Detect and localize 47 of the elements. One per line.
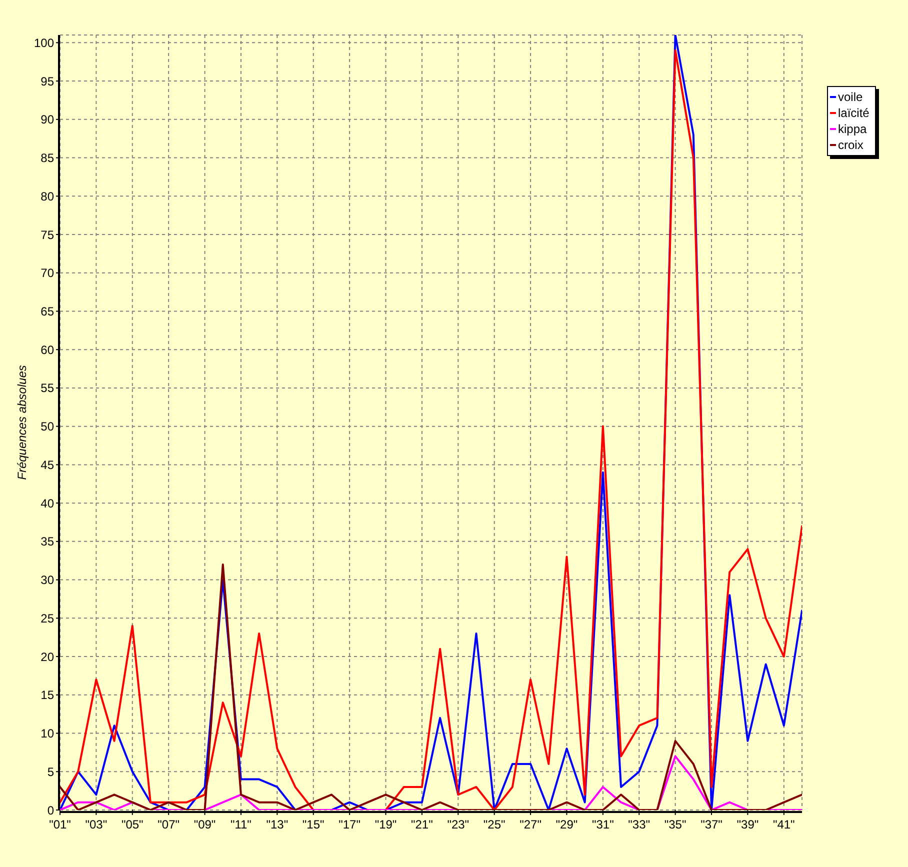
x-tick-label: "33"	[628, 818, 650, 832]
y-tick-label: 55	[40, 381, 54, 396]
x-tick-label: "13"	[266, 818, 288, 832]
y-tick-label: 10	[40, 726, 54, 741]
y-tick-label: 45	[40, 458, 54, 472]
x-tick-label: "39"	[736, 818, 759, 832]
y-tick-label: 70	[40, 266, 54, 280]
legend-label: kippa	[838, 122, 867, 136]
x-tick-label: "41"	[772, 818, 795, 832]
y-tick-label: 25	[40, 611, 54, 626]
y-tick-label: 75	[40, 228, 54, 242]
y-tick-label: 15	[40, 688, 54, 702]
y-tick-label: 85	[40, 151, 54, 166]
x-tick-label: "37"	[700, 818, 722, 832]
x-tick-label: "05"	[121, 818, 144, 832]
x-tick-label: "21"	[411, 818, 433, 832]
y-tick-label: 65	[40, 304, 54, 318]
x-tick-label: "19"	[374, 818, 397, 832]
legend-label: croix	[838, 138, 864, 152]
y-tick-label: 90	[40, 112, 54, 127]
x-tick-label: "27"	[520, 818, 542, 832]
x-tick-label: "31"	[592, 818, 614, 832]
y-tick-label: 95	[40, 74, 54, 88]
x-tick-label: "23"	[447, 818, 470, 832]
y-axis-title: Fréquences absolues	[15, 365, 29, 480]
legend-label: voile	[838, 90, 863, 104]
x-tick-label: "03"	[85, 818, 108, 832]
y-tick-label: 80	[40, 189, 54, 204]
y-tick-label: 5	[47, 764, 54, 779]
y-tick-label: 60	[40, 342, 54, 357]
x-tick-label: "25"	[483, 818, 506, 832]
y-tick-label: 0	[47, 803, 54, 818]
y-tick-label: 20	[40, 650, 54, 664]
x-tick-label: "29"	[556, 818, 578, 832]
x-tick-label: "15"	[302, 818, 324, 832]
x-tick-label: "01"	[49, 818, 71, 832]
y-tick-label: 100	[34, 36, 54, 50]
x-tick-label: "09"	[194, 818, 216, 832]
legend-label: laïcité	[838, 106, 870, 120]
y-tick-label: 30	[40, 573, 54, 588]
x-tick-label: "11"	[230, 818, 252, 832]
x-tick-label: "07"	[158, 818, 180, 832]
x-tick-label: "35"	[664, 818, 686, 832]
y-tick-label: 50	[40, 420, 54, 434]
y-tick-label: 40	[40, 496, 54, 510]
x-tick-label: "17"	[338, 818, 360, 832]
y-tick-label: 35	[40, 534, 54, 549]
